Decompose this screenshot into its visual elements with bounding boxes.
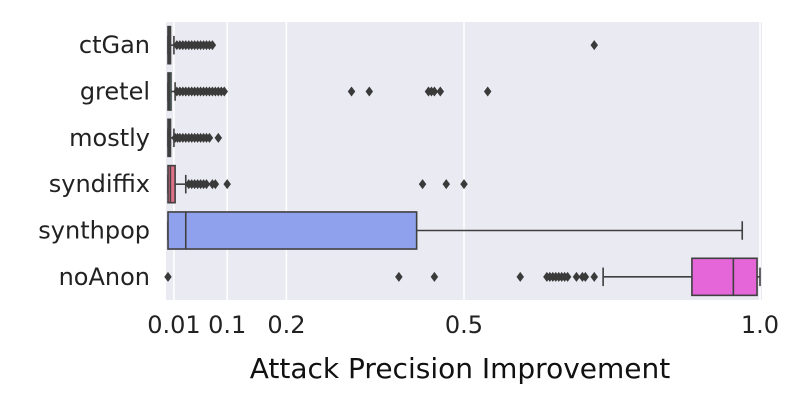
outlier-point — [436, 86, 445, 97]
x-tick-label: 0.1 — [208, 311, 246, 339]
box-group-noAnon — [164, 257, 761, 297]
outlier-point — [442, 179, 450, 190]
category-label: noAnon — [59, 263, 150, 291]
box-group-gretel — [167, 72, 492, 111]
outlier-point — [430, 86, 439, 97]
outlier-point — [211, 179, 220, 190]
outlier-point — [418, 179, 427, 190]
outlier-point — [214, 132, 223, 143]
box — [691, 257, 758, 297]
x-tick-label: 1.0 — [741, 311, 779, 339]
box — [167, 164, 176, 204]
grid-lines — [173, 22, 761, 300]
box — [167, 211, 418, 250]
outlier-point — [208, 40, 217, 51]
x-tick-label: 0.01 — [147, 311, 200, 339]
outlier-point — [563, 271, 572, 282]
box-group-mostly — [167, 118, 223, 158]
outlier-point — [220, 86, 228, 97]
outlier-point — [205, 132, 214, 143]
outlier-point — [164, 271, 172, 282]
outlier-point — [395, 271, 403, 282]
outlier-point — [430, 271, 439, 282]
outlier-point — [223, 179, 231, 190]
x-axis-title: Attack Precision Improvement — [250, 352, 671, 385]
outlier-point — [572, 271, 581, 282]
outlier-point — [202, 179, 211, 190]
category-label: synthpop — [38, 217, 150, 245]
outlier-point — [365, 86, 374, 97]
outlier-point — [460, 179, 468, 190]
x-tick-label: 0.2 — [267, 311, 305, 339]
outlier-point — [581, 271, 590, 282]
x-tick-labels: 0.01 0.1 0.2 0.5 1.0 — [147, 311, 779, 339]
x-tick-label: 0.5 — [445, 311, 483, 339]
box-group-ctGan — [167, 25, 598, 65]
category-label: syndiffix — [49, 170, 150, 198]
category-label: ctGan — [79, 31, 150, 59]
category-label: mostly — [69, 124, 150, 152]
box-group-syndiffix — [167, 164, 468, 204]
outlier-point — [483, 86, 492, 97]
outlier-point — [590, 271, 598, 282]
outlier-point — [516, 271, 524, 282]
outlier-point — [347, 86, 356, 97]
box-series — [164, 25, 761, 297]
category-labels: ctGan gretel mostly syndiffix synthpop noAnon — [38, 31, 150, 291]
category-label: gretel — [80, 78, 150, 106]
box-group-synthpop — [167, 211, 744, 250]
outlier-point — [590, 40, 598, 51]
